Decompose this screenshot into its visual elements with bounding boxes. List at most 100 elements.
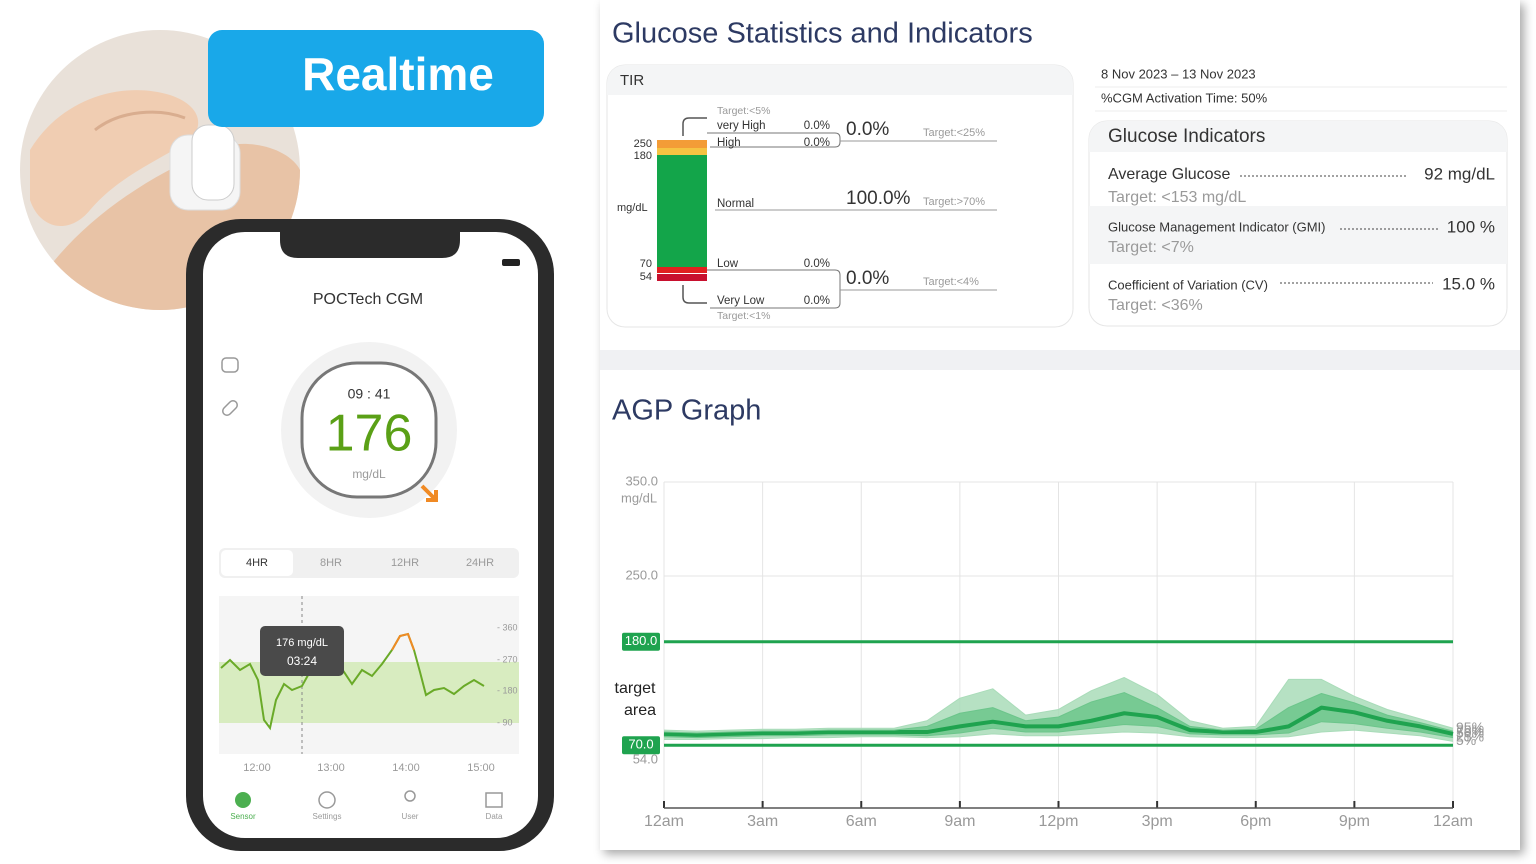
percentile-line: [663, 721, 1454, 739]
row-value: 0.0%: [804, 137, 830, 149]
percentile-line: [663, 692, 1454, 734]
indicator-value: 100 %: [1447, 217, 1495, 236]
x-tick-label: 3pm: [1142, 813, 1173, 830]
mini-x-label: 13:00: [317, 762, 345, 774]
y-tick-label: 70.0: [628, 737, 653, 752]
reading-value: 176: [326, 405, 413, 463]
mini-x-label: 12:00: [243, 762, 271, 774]
indicator-target: Target: <153 mg/dL: [1108, 189, 1246, 206]
group-value: 0.0%: [846, 268, 889, 289]
percentile-label: 95%: [1456, 719, 1484, 735]
row-name: Very Low: [717, 295, 765, 307]
row-target: Target:<1%: [717, 310, 770, 322]
indicator-value: 92 mg/dL: [1424, 164, 1495, 183]
threshold: 180: [634, 150, 652, 162]
badge: [208, 30, 544, 127]
percentile-line: [663, 705, 1454, 737]
indicators-title: Glucose Indicators: [1108, 126, 1265, 147]
trend-arrow: [420, 484, 438, 502]
mini-line: [220, 632, 485, 731]
battery-icon: [502, 259, 520, 266]
tir-unit: mg/dL: [617, 202, 648, 214]
tab[interactable]: 8HR: [320, 557, 342, 569]
indicator-target: Target: <36%: [1108, 297, 1203, 314]
mini-high: [391, 632, 415, 651]
row-value: 0.0%: [804, 295, 830, 307]
group-target: Target:<25%: [923, 127, 985, 139]
tab[interactable]: 12HR: [391, 557, 419, 569]
tir-segment: [657, 274, 707, 281]
nav-label[interactable]: User: [402, 812, 419, 821]
reading-ring: [300, 361, 438, 499]
indicator-name: Average Glucose: [1108, 166, 1231, 183]
target-label: target: [615, 680, 656, 697]
x-tick-label: 12am: [644, 813, 684, 830]
tir-segment: [657, 267, 707, 273]
tir-bracket: [707, 132, 841, 148]
target-label: area: [624, 702, 656, 719]
stats-title: Glucose Statistics and Indicators: [612, 18, 1033, 50]
group-target: Target:<4%: [923, 276, 979, 288]
indicator-value: 15.0 %: [1442, 274, 1495, 293]
nav-label[interactable]: Sensor: [230, 812, 256, 821]
nav-icon[interactable]: [485, 792, 503, 808]
tab-active: [221, 550, 293, 576]
y-unit: mg/dL: [621, 490, 657, 505]
y-tick-label: 350.0: [625, 473, 658, 488]
tir-bracket: [682, 117, 707, 304]
nav-icon[interactable]: [318, 791, 336, 809]
tir-header: [607, 65, 1073, 95]
tooltip-time: 03:24: [287, 654, 317, 668]
tooltip: [260, 626, 344, 676]
tab[interactable]: 4HR: [246, 557, 268, 569]
indicator-name: Glucose Management Indicator (GMI): [1108, 219, 1325, 234]
percentile-label: 75%: [1456, 722, 1484, 738]
row-name: very High: [717, 120, 766, 132]
target-tag: [622, 632, 660, 651]
nav-icon[interactable]: [404, 790, 416, 802]
notch: [280, 232, 460, 258]
date-range: 8 Nov 2023 – 13 Nov 2023: [1101, 66, 1256, 81]
x-tick-label: 3am: [747, 813, 778, 830]
tir-segment: [657, 140, 707, 148]
percentile-label: 50%: [1456, 725, 1484, 741]
tir-segment: [657, 148, 707, 155]
tir-bracket: [707, 269, 841, 309]
tir-segment: [657, 155, 707, 267]
tab[interactable]: 24HR: [466, 557, 494, 569]
threshold: 54: [640, 271, 652, 283]
row-value: 0.0%: [804, 120, 830, 132]
app-title: POCTech CGM: [313, 291, 423, 308]
mini-y-label: - 360: [497, 622, 518, 632]
row-target: Target:<5%: [717, 105, 770, 117]
percentile-line: [663, 677, 1454, 732]
target-tag: [622, 736, 660, 755]
group-value: 0.0%: [846, 119, 889, 140]
vibrate-icon: [221, 357, 239, 373]
indicators-header: [1089, 121, 1507, 152]
percentile-label: 25%: [1456, 728, 1484, 744]
tab-bar: [219, 548, 519, 578]
nav-label[interactable]: Settings: [313, 812, 342, 821]
percentile-line: [664, 729, 1454, 742]
row-name: High: [717, 137, 741, 149]
agp-chart: 12am 3am 6am 9am 12pm 3pm 6pm 9pm 12am 54.070.0 18…: [622, 473, 1484, 830]
nav-label[interactable]: Data: [486, 812, 503, 821]
y-tick-label: 180.0: [625, 633, 658, 648]
row-value: 0.0%: [804, 258, 830, 270]
threshold: 70: [640, 258, 652, 270]
indicator-target: Target: <7%: [1108, 239, 1194, 256]
nav-icon[interactable]: [235, 792, 251, 808]
section-divider: [600, 350, 1520, 370]
threshold: 250: [634, 138, 652, 150]
chart-title: AGP Graph: [612, 395, 761, 427]
reading-time: 09 : 41: [348, 386, 391, 402]
x-tick-label: 6am: [846, 813, 877, 830]
x-tick-label: 12am: [1433, 813, 1473, 830]
mini-y-label: - 180: [497, 685, 518, 695]
tir-label: TIR: [620, 72, 644, 89]
percentile-label: 5%: [1456, 732, 1476, 748]
activation-time: %CGM Activation Time: 50%: [1101, 90, 1268, 105]
